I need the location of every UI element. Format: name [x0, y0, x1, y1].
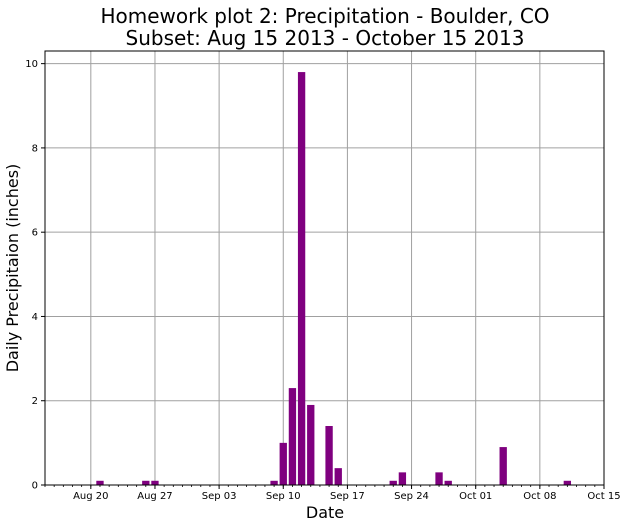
x-tick-label: Aug 27: [137, 491, 172, 502]
y-tick-label: 8: [32, 143, 38, 154]
axis-ticks: Aug 20 Aug 27 Sep 03 Sep 10 Sep 17 Sep 24 Oct …: [25, 59, 620, 502]
chart-title: Homework plot 2: Precipitation - Boulder…: [100, 4, 549, 28]
y-axis-label: Daily Precipitaion (inches): [3, 164, 22, 373]
precipitation-bar: [142, 480, 150, 485]
y-tick-label: 4: [32, 312, 38, 323]
precipitation-bar: [499, 447, 507, 485]
x-tick-label: Aug 20: [73, 491, 108, 502]
precipitation-bar: [307, 404, 315, 485]
x-tick-label: Sep 10: [266, 491, 301, 502]
precipitation-bar: [444, 480, 452, 485]
x-tick-label: Sep 03: [202, 491, 237, 502]
x-tick-label: Oct 01: [459, 491, 492, 502]
precipitation-bar: [563, 480, 572, 485]
precipitation-bar: [389, 480, 397, 485]
chart-subtitle: Subset: Aug 15 2013 - October 15 2013: [126, 26, 525, 50]
y-tick-label: 2: [32, 396, 38, 407]
x-tick-label: Sep 17: [330, 491, 365, 502]
precipitation-bar: [398, 472, 407, 485]
x-tick-label: Oct 08: [523, 491, 556, 502]
x-tick-label: Sep 24: [394, 491, 429, 502]
precipitation-bar: [96, 480, 104, 485]
x-tick-label: Oct 15: [587, 491, 620, 502]
grid: [45, 51, 605, 486]
y-tick-label: 6: [32, 228, 38, 239]
plot-frame: [44, 50, 605, 486]
precipitation-bar: [151, 480, 159, 485]
x-axis-label: Date: [306, 503, 344, 522]
precipitation-bar: [334, 468, 342, 485]
precipitation-bar: [297, 72, 306, 485]
y-tick-label: 0: [32, 481, 38, 492]
precipitation-bar: [325, 426, 333, 485]
precipitation-bar: [279, 442, 287, 485]
precipitation-bar: [288, 388, 297, 485]
precipitation-bar: [270, 480, 278, 485]
bars: [96, 72, 572, 485]
y-tick-label: 10: [25, 59, 38, 70]
precipitation-bar: [435, 472, 443, 485]
